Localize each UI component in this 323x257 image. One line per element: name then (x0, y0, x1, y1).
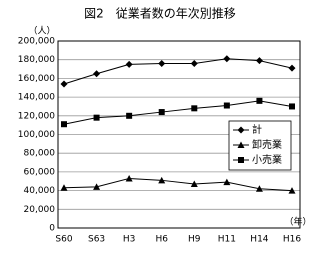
marker (255, 185, 263, 192)
marker (255, 57, 263, 65)
marker (237, 141, 245, 148)
marker (125, 60, 133, 68)
marker (289, 103, 295, 110)
series-line (63, 58, 293, 85)
y-tick-label: 180,000 (18, 55, 55, 65)
legend-label: 卸売業 (252, 138, 282, 151)
x-tick-label: H6 (155, 235, 168, 245)
legend-label: 計 (252, 123, 262, 136)
chart-title: 図2 従業者数の年次別推移 (84, 6, 236, 21)
marker (158, 176, 166, 184)
x-tick-label: H11 (218, 235, 236, 245)
marker (190, 180, 198, 188)
y-tick-label: 20,000 (24, 205, 56, 215)
marker (223, 178, 231, 186)
y-unit: （人） (28, 26, 55, 37)
marker (191, 105, 198, 112)
marker (158, 109, 165, 116)
series-line (63, 100, 293, 125)
marker (125, 174, 133, 182)
y-tick-label: 200,000 (18, 37, 55, 47)
marker (60, 80, 68, 88)
x-tick-label: H3 (123, 235, 136, 245)
y-tick-label: 0 (49, 224, 55, 234)
marker (93, 183, 101, 190)
marker (126, 112, 133, 119)
x-tick-label: H14 (250, 235, 268, 245)
marker (288, 187, 296, 194)
y-tick-label: 100,000 (18, 130, 55, 140)
marker (238, 157, 244, 163)
marker (223, 102, 230, 109)
marker (237, 126, 245, 134)
x-tick-label: H16 (283, 235, 301, 245)
marker (60, 184, 68, 191)
marker (93, 114, 100, 121)
marker (61, 121, 67, 128)
x-tick-label: H9 (188, 235, 201, 245)
marker (93, 70, 101, 78)
series-line (63, 177, 293, 192)
y-tick-label: 160,000 (18, 74, 55, 84)
x-unit: （年） (284, 216, 311, 228)
marker (158, 59, 166, 67)
x-tick-label: S63 (88, 235, 105, 245)
plot-frame (57, 40, 301, 229)
y-tick-label: 80,000 (24, 149, 56, 159)
legend-label: 小売業 (252, 153, 282, 166)
marker (288, 64, 296, 72)
marker (256, 97, 263, 104)
y-tick-label: 120,000 (18, 111, 55, 121)
y-tick-label: 140,000 (18, 93, 55, 103)
y-tick-label: 40,000 (24, 186, 56, 196)
y-tick-label: 60,000 (24, 167, 56, 177)
marker (190, 59, 198, 67)
marker (223, 55, 231, 63)
x-tick-label: S60 (55, 235, 72, 245)
